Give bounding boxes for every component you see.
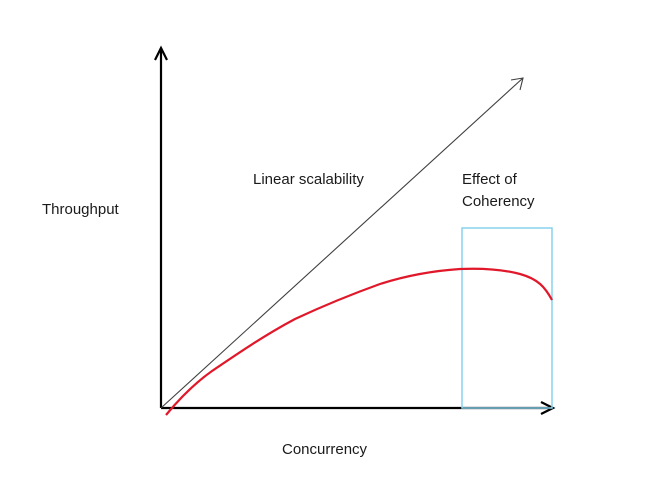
y-axis-arrowhead (154, 45, 168, 61)
y-axis-label: Throughput (42, 201, 119, 218)
linear-line-arrowhead (510, 77, 524, 91)
linear-scalability-line (160, 77, 524, 409)
throughput-curve (165, 267, 553, 416)
linear-scalability-label: Linear scalability (253, 171, 364, 188)
coherency-label-line2: Coherency (462, 193, 535, 210)
coherency-label-line1: Effect of (462, 171, 517, 188)
x-axis-arrowhead (540, 401, 556, 415)
coherency-highlight-box (461, 227, 553, 409)
x-axis-label: Concurrency (282, 441, 368, 458)
